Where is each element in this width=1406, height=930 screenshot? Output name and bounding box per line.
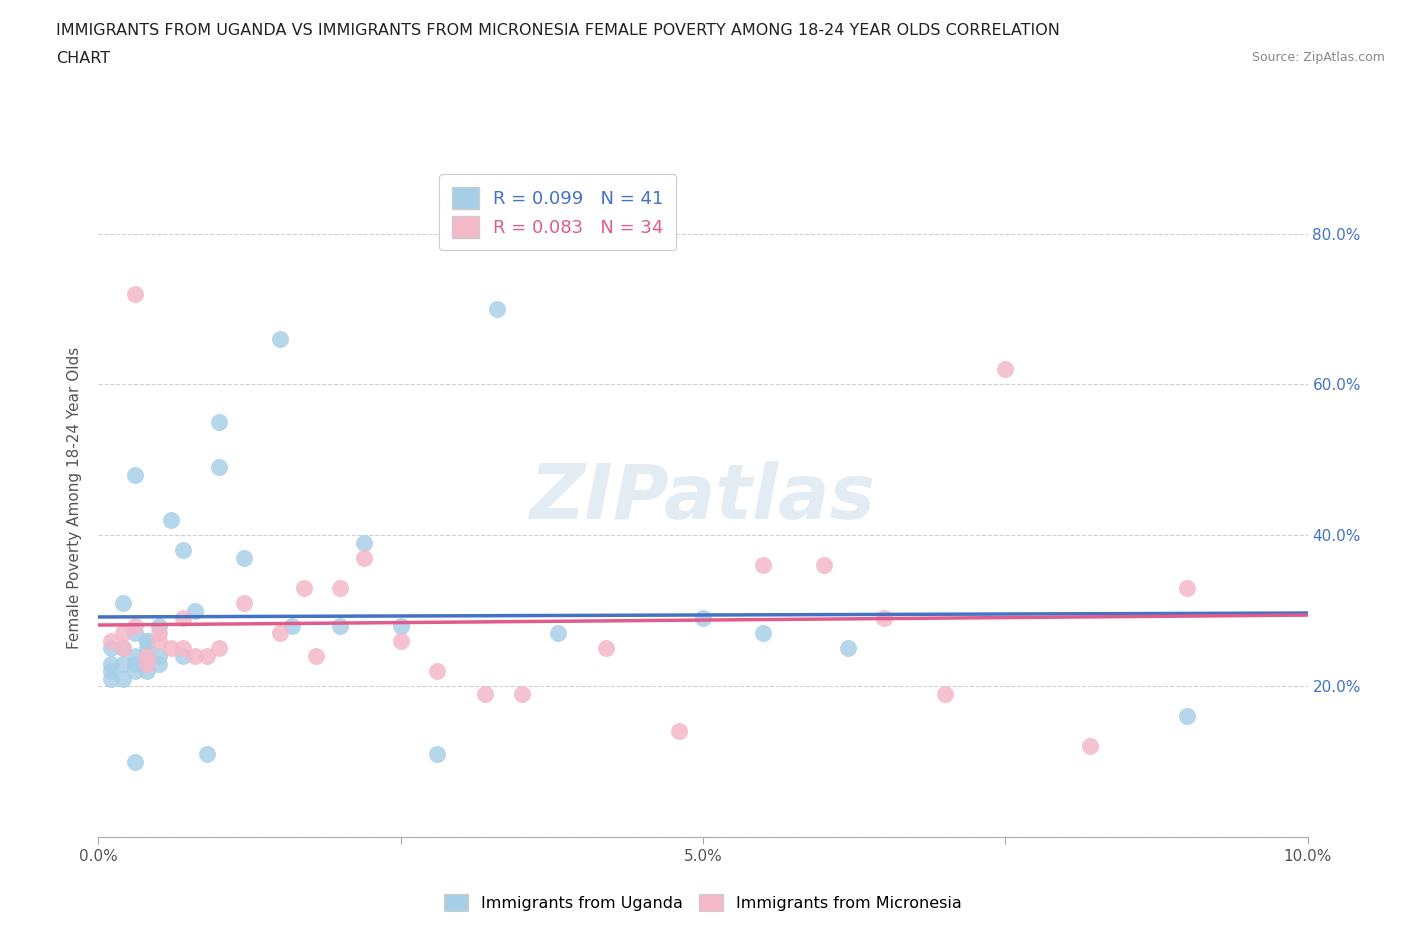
Point: [135, 641, 157, 656]
Point: [994, 362, 1017, 377]
Point: [135, 648, 157, 663]
Point: [172, 648, 194, 663]
Point: [353, 551, 375, 565]
Point: [124, 618, 146, 633]
Point: [184, 648, 207, 663]
Point: [329, 580, 352, 595]
Point: [111, 626, 134, 641]
Point: [111, 641, 134, 656]
Point: [208, 460, 231, 475]
Text: CHART: CHART: [56, 51, 110, 66]
Point: [934, 686, 956, 701]
Point: [232, 596, 254, 611]
Legend: Immigrants from Uganda, Immigrants from Micronesia: Immigrants from Uganda, Immigrants from …: [439, 888, 967, 917]
Point: [148, 626, 170, 641]
Point: [124, 754, 146, 769]
Legend: R = 0.099   N = 41, R = 0.083   N = 34: R = 0.099 N = 41, R = 0.083 N = 34: [439, 174, 676, 250]
Point: [160, 641, 183, 656]
Point: [124, 664, 146, 679]
Point: [269, 626, 291, 641]
Point: [305, 648, 328, 663]
Point: [195, 648, 218, 663]
Point: [269, 332, 291, 347]
Point: [329, 618, 352, 633]
Point: [111, 641, 134, 656]
Point: [474, 686, 496, 701]
Point: [111, 596, 134, 611]
Point: [1175, 709, 1198, 724]
Point: [148, 618, 170, 633]
Y-axis label: Female Poverty Among 18-24 Year Olds: Female Poverty Among 18-24 Year Olds: [67, 347, 83, 649]
Point: [195, 747, 218, 762]
Point: [281, 618, 304, 633]
Point: [124, 626, 146, 641]
Point: [873, 611, 896, 626]
Text: ZIPatlas: ZIPatlas: [530, 460, 876, 535]
Point: [353, 536, 375, 551]
Point: [668, 724, 690, 738]
Point: [692, 611, 714, 626]
Point: [292, 580, 315, 595]
Point: [124, 648, 146, 663]
Point: [172, 611, 194, 626]
Point: [111, 671, 134, 686]
Point: [426, 664, 449, 679]
Point: [510, 686, 533, 701]
Point: [124, 286, 146, 301]
Point: [837, 641, 859, 656]
Point: [135, 633, 157, 648]
Point: [184, 604, 207, 618]
Point: [1078, 739, 1101, 754]
Point: [111, 656, 134, 671]
Point: [1175, 580, 1198, 595]
Point: [100, 664, 122, 679]
Point: [389, 618, 412, 633]
Text: Source: ZipAtlas.com: Source: ZipAtlas.com: [1251, 51, 1385, 64]
Point: [172, 543, 194, 558]
Point: [100, 633, 122, 648]
Point: [148, 648, 170, 663]
Point: [100, 641, 122, 656]
Point: [389, 633, 412, 648]
Point: [100, 671, 122, 686]
Point: [208, 415, 231, 430]
Point: [148, 656, 170, 671]
Text: IMMIGRANTS FROM UGANDA VS IMMIGRANTS FROM MICRONESIA FEMALE POVERTY AMONG 18-24 : IMMIGRANTS FROM UGANDA VS IMMIGRANTS FRO…: [56, 23, 1060, 38]
Point: [813, 558, 835, 573]
Point: [595, 641, 617, 656]
Point: [124, 468, 146, 483]
Point: [135, 656, 157, 671]
Point: [172, 641, 194, 656]
Point: [148, 633, 170, 648]
Point: [752, 626, 775, 641]
Point: [486, 301, 509, 316]
Point: [135, 664, 157, 679]
Point: [160, 512, 183, 527]
Point: [752, 558, 775, 573]
Point: [208, 641, 231, 656]
Point: [547, 626, 569, 641]
Point: [232, 551, 254, 565]
Point: [426, 747, 449, 762]
Point: [124, 656, 146, 671]
Point: [135, 633, 157, 648]
Point: [100, 656, 122, 671]
